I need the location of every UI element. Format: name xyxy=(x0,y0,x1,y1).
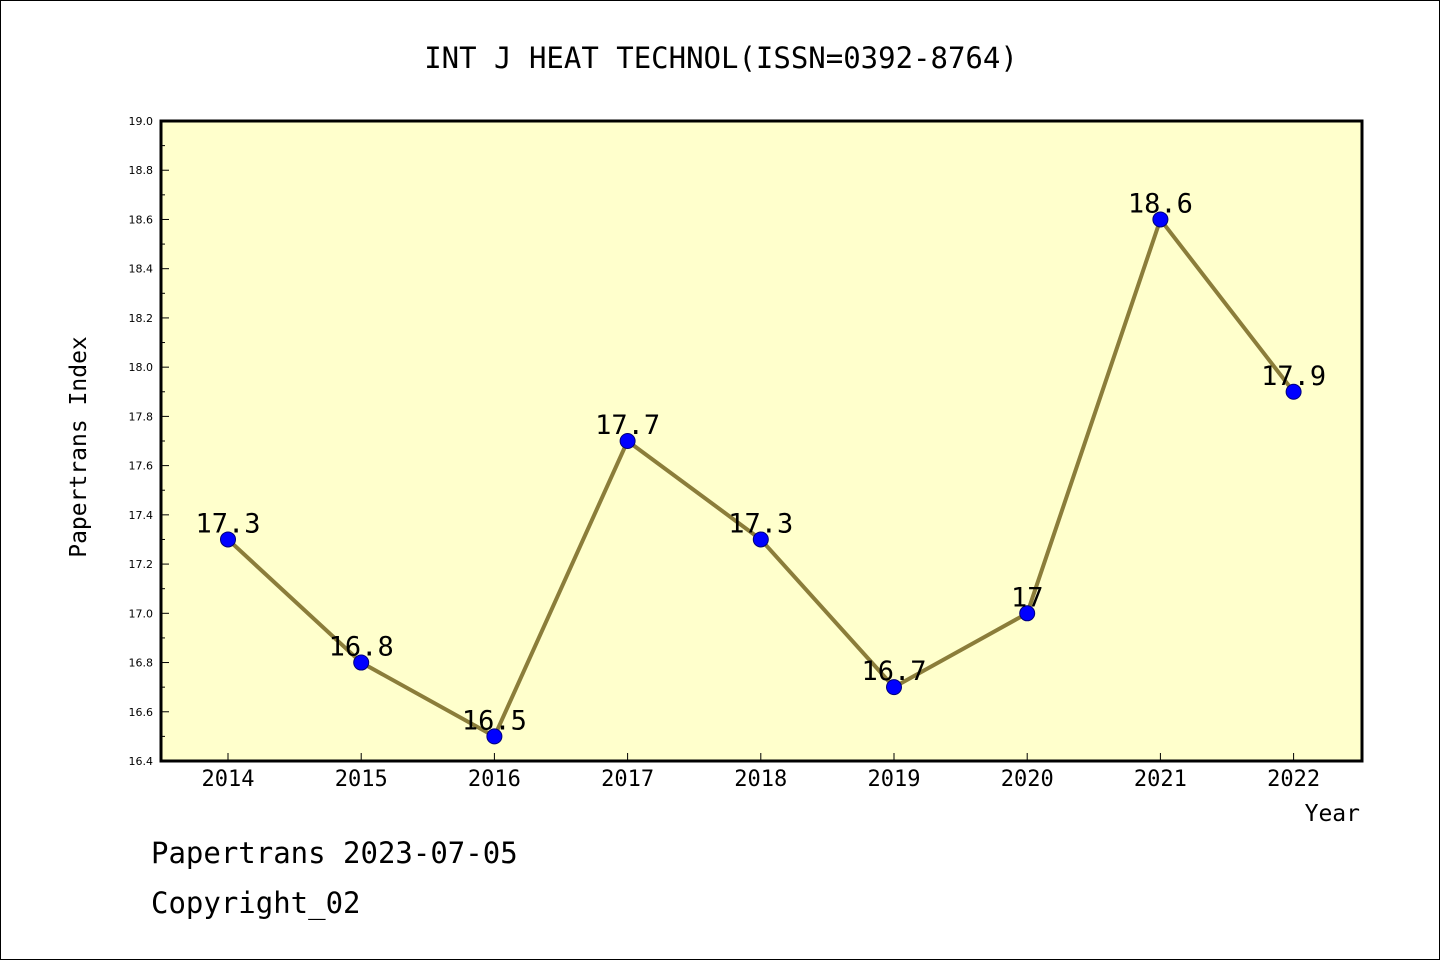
data-point xyxy=(1019,605,1036,622)
data-label: 16.8 xyxy=(329,632,394,663)
x-tick-label: 2015 xyxy=(335,767,388,792)
y-tick-label: 18.4 xyxy=(129,263,154,276)
data-point xyxy=(619,433,636,449)
x-tick-label: 2018 xyxy=(734,767,787,792)
plot-border xyxy=(159,119,1364,763)
x-tick-label: 2022 xyxy=(1267,767,1320,792)
y-tick-label: 16.4 xyxy=(129,755,154,768)
data-point xyxy=(1152,211,1169,228)
y-tick-label: 17.0 xyxy=(129,607,154,620)
chart-title: INT J HEAT TECHNOL(ISSN=0392-8764) xyxy=(424,41,1018,75)
y-axis-label: Papertrans Index xyxy=(66,336,92,558)
data-label: 16.7 xyxy=(861,656,926,687)
data-label: 18.6 xyxy=(1128,188,1193,219)
y-tick-label: 19.0 xyxy=(129,115,154,128)
y-tick-label: 17.2 xyxy=(129,558,154,571)
data-point xyxy=(486,728,503,745)
data-label: 16.5 xyxy=(462,705,527,736)
y-tick-label: 18.6 xyxy=(129,213,154,226)
y-tick-label: 18.8 xyxy=(129,164,154,177)
y-tick-label: 16.8 xyxy=(129,657,154,670)
x-tick-label: 2020 xyxy=(1001,767,1054,792)
data-point xyxy=(886,679,902,696)
plot-background xyxy=(161,121,1362,761)
data-point xyxy=(752,531,769,548)
x-axis-label: Year xyxy=(1305,801,1360,827)
data-point xyxy=(220,531,236,548)
y-tick-label: 18.0 xyxy=(129,361,154,374)
x-tick-label: 2016 xyxy=(468,767,521,792)
y-tick-label: 18.2 xyxy=(129,312,154,325)
footer-copyright: Copyright_02 xyxy=(151,886,361,920)
footer-source-date: Papertrans 2023-07-05 xyxy=(151,836,518,870)
x-tick-label: 2021 xyxy=(1134,767,1187,792)
data-point xyxy=(1285,383,1302,400)
y-tick-label: 17.8 xyxy=(129,410,154,423)
data-label: 17 xyxy=(1011,582,1044,613)
y-tick-label: 16.6 xyxy=(129,706,154,719)
x-tick-label: 2014 xyxy=(202,767,255,792)
x-tick-label: 2017 xyxy=(601,767,654,792)
plot-area: 16.4 16.6 16.8 17.0 17.2 17.4 17.6 17.8 18.0 18.2… xyxy=(129,115,1364,792)
y-tick-label: 17.6 xyxy=(129,460,154,473)
data-label: 17.7 xyxy=(595,410,660,441)
y-tick-label: 17.4 xyxy=(129,509,154,522)
data-label: 17.9 xyxy=(1261,361,1326,392)
x-tick-label: 2019 xyxy=(868,767,921,792)
data-label: 17.3 xyxy=(195,508,260,539)
data-label: 17.3 xyxy=(728,508,793,539)
data-point xyxy=(353,654,370,671)
